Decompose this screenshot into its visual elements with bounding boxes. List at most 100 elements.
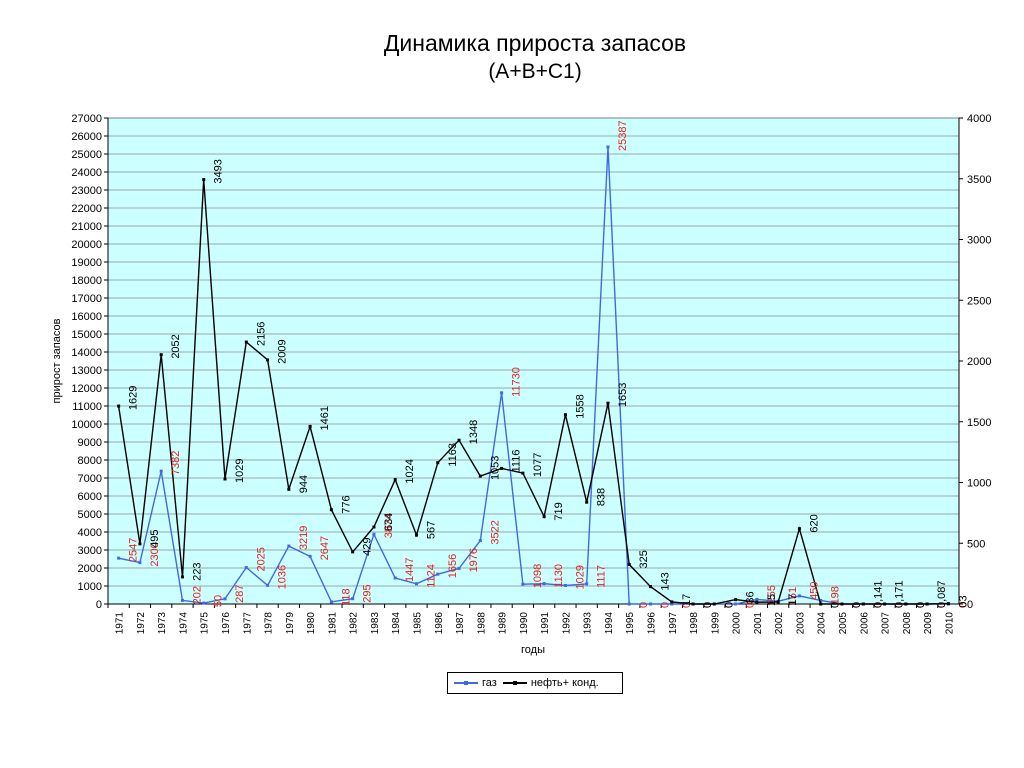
data-label-oil: 03 <box>957 595 969 607</box>
y-left-tick-label: 17000 <box>71 293 102 305</box>
data-label-oil: 1029 <box>234 458 246 482</box>
x-tick-label: 1994 <box>604 612 615 635</box>
data-label-oil: 1558 <box>574 394 586 418</box>
x-tick-label: 1998 <box>689 612 700 635</box>
series-line-gas <box>118 146 949 605</box>
data-point-gas <box>202 601 206 605</box>
data-label-gas: 25387 <box>617 120 629 151</box>
data-label-gas: 0 <box>851 602 863 608</box>
data-point-gas <box>542 582 546 586</box>
data-point-oil <box>861 602 865 606</box>
data-labels: 2547 2300 7382 202 50 287 2025 1036 3219 2647 118 2… <box>128 120 970 608</box>
data-label-oil: 223 <box>191 563 203 581</box>
gridlines <box>108 135 959 587</box>
data-point-oil <box>776 600 780 604</box>
y-left-tick-label: 15000 <box>71 329 102 341</box>
data-point-oil <box>521 471 525 475</box>
data-point-oil <box>414 533 418 537</box>
data-point-gas <box>755 597 759 601</box>
data-label-oil: 0 <box>851 602 863 608</box>
data-point-oil <box>925 602 929 606</box>
series-lines <box>117 145 950 606</box>
x-tick-label: 2006 <box>859 612 870 635</box>
data-point-gas <box>500 391 504 395</box>
y-left-tick-label: 27000 <box>71 113 102 125</box>
x-tick-label: 1972 <box>136 612 147 635</box>
y-left-tick-label: 21000 <box>71 221 102 233</box>
data-label-gas: 202 <box>191 586 203 604</box>
data-label-oil: 1348 <box>468 420 480 444</box>
y-left-tick-label: 19000 <box>71 257 102 269</box>
data-label-gas: 50 <box>213 595 225 607</box>
data-point-gas <box>372 532 376 536</box>
x-tick-label: 1984 <box>391 612 402 635</box>
data-label-gas: 0 <box>681 602 693 608</box>
x-tick-label: 1996 <box>647 612 658 635</box>
data-point-oil <box>946 602 950 606</box>
data-point-oil <box>606 401 610 405</box>
data-point-oil <box>883 602 887 606</box>
x-tick-label: 1971 <box>115 612 126 635</box>
x-tick-label: 1983 <box>370 612 381 635</box>
data-label-gas: 0 <box>957 602 969 608</box>
data-label-oil: 495 <box>149 529 161 547</box>
data-label-gas: 0 <box>872 602 884 608</box>
data-point-oil <box>478 474 482 478</box>
data-point-gas <box>393 576 397 580</box>
x-tick-label: 2007 <box>881 612 892 635</box>
x-tick-label: 2010 <box>944 612 955 635</box>
data-point-oil <box>542 515 546 519</box>
x-tick-label: 1995 <box>625 612 636 635</box>
series-line-oil <box>117 179 949 605</box>
legend-label-oil: нефть+ конд. <box>530 677 599 689</box>
y-left-tick-label: 16000 <box>71 311 102 323</box>
data-label-oil: 1629 <box>128 386 140 410</box>
data-point-oil <box>244 340 248 344</box>
data-point-gas <box>180 598 184 602</box>
x-tick-label: 1985 <box>412 612 423 635</box>
data-point-oil <box>691 602 695 606</box>
data-label-gas: 3522 <box>489 520 501 544</box>
data-label-oil: 1163 <box>447 443 459 467</box>
data-label-oil: 0 <box>830 602 842 608</box>
data-label-gas: 2025 <box>255 547 267 571</box>
data-label-oil: 0 <box>702 602 714 608</box>
data-point-oil <box>329 508 333 512</box>
y-left-tick-label: 5000 <box>78 509 102 521</box>
x-tick-label: 1999 <box>710 612 721 635</box>
data-point-gas <box>521 582 525 586</box>
plot-area <box>107 117 960 605</box>
data-label-gas: 0 <box>915 602 927 608</box>
data-point-oil <box>797 527 801 531</box>
y-right-tick-label: 3500 <box>967 174 991 186</box>
y-left-tick-label: 20000 <box>71 239 102 251</box>
x-tick-label: 2008 <box>902 612 913 635</box>
data-point-oil <box>266 358 270 362</box>
data-label-oil: 719 <box>553 502 565 520</box>
data-point-oil <box>372 525 376 529</box>
y-right-tick-label: 2000 <box>967 356 991 368</box>
data-point-gas <box>351 597 355 601</box>
x-tick-label: 1990 <box>519 612 530 635</box>
data-point-gas <box>329 600 333 604</box>
x-tick-label: 1978 <box>264 612 275 635</box>
data-label-oil: 620 <box>808 514 820 532</box>
x-tick-label: 1993 <box>583 612 594 635</box>
data-point-gas <box>478 539 482 543</box>
x-tick-label: 1977 <box>242 612 253 635</box>
data-label-oil: 429 <box>362 538 374 556</box>
y-right-tick-label: 2500 <box>967 295 991 307</box>
data-label-oil: 3493 <box>213 159 225 183</box>
y-left-tick-label: 8000 <box>78 455 102 467</box>
data-point-gas <box>563 583 567 587</box>
data-point-oil <box>180 575 184 579</box>
data-point-oil <box>117 404 121 408</box>
data-point-gas <box>138 561 142 565</box>
legend: газ нефть+ конд. <box>447 672 623 694</box>
y-left-tick-label: 9000 <box>78 437 102 449</box>
y-axis-label: прирост запасов <box>51 318 63 403</box>
data-label-gas: 1098 <box>532 564 544 588</box>
y-left-tick-label: 10000 <box>71 419 102 431</box>
data-label-oil: 776 <box>340 495 352 513</box>
y-left-tick-label: 26000 <box>71 131 102 143</box>
